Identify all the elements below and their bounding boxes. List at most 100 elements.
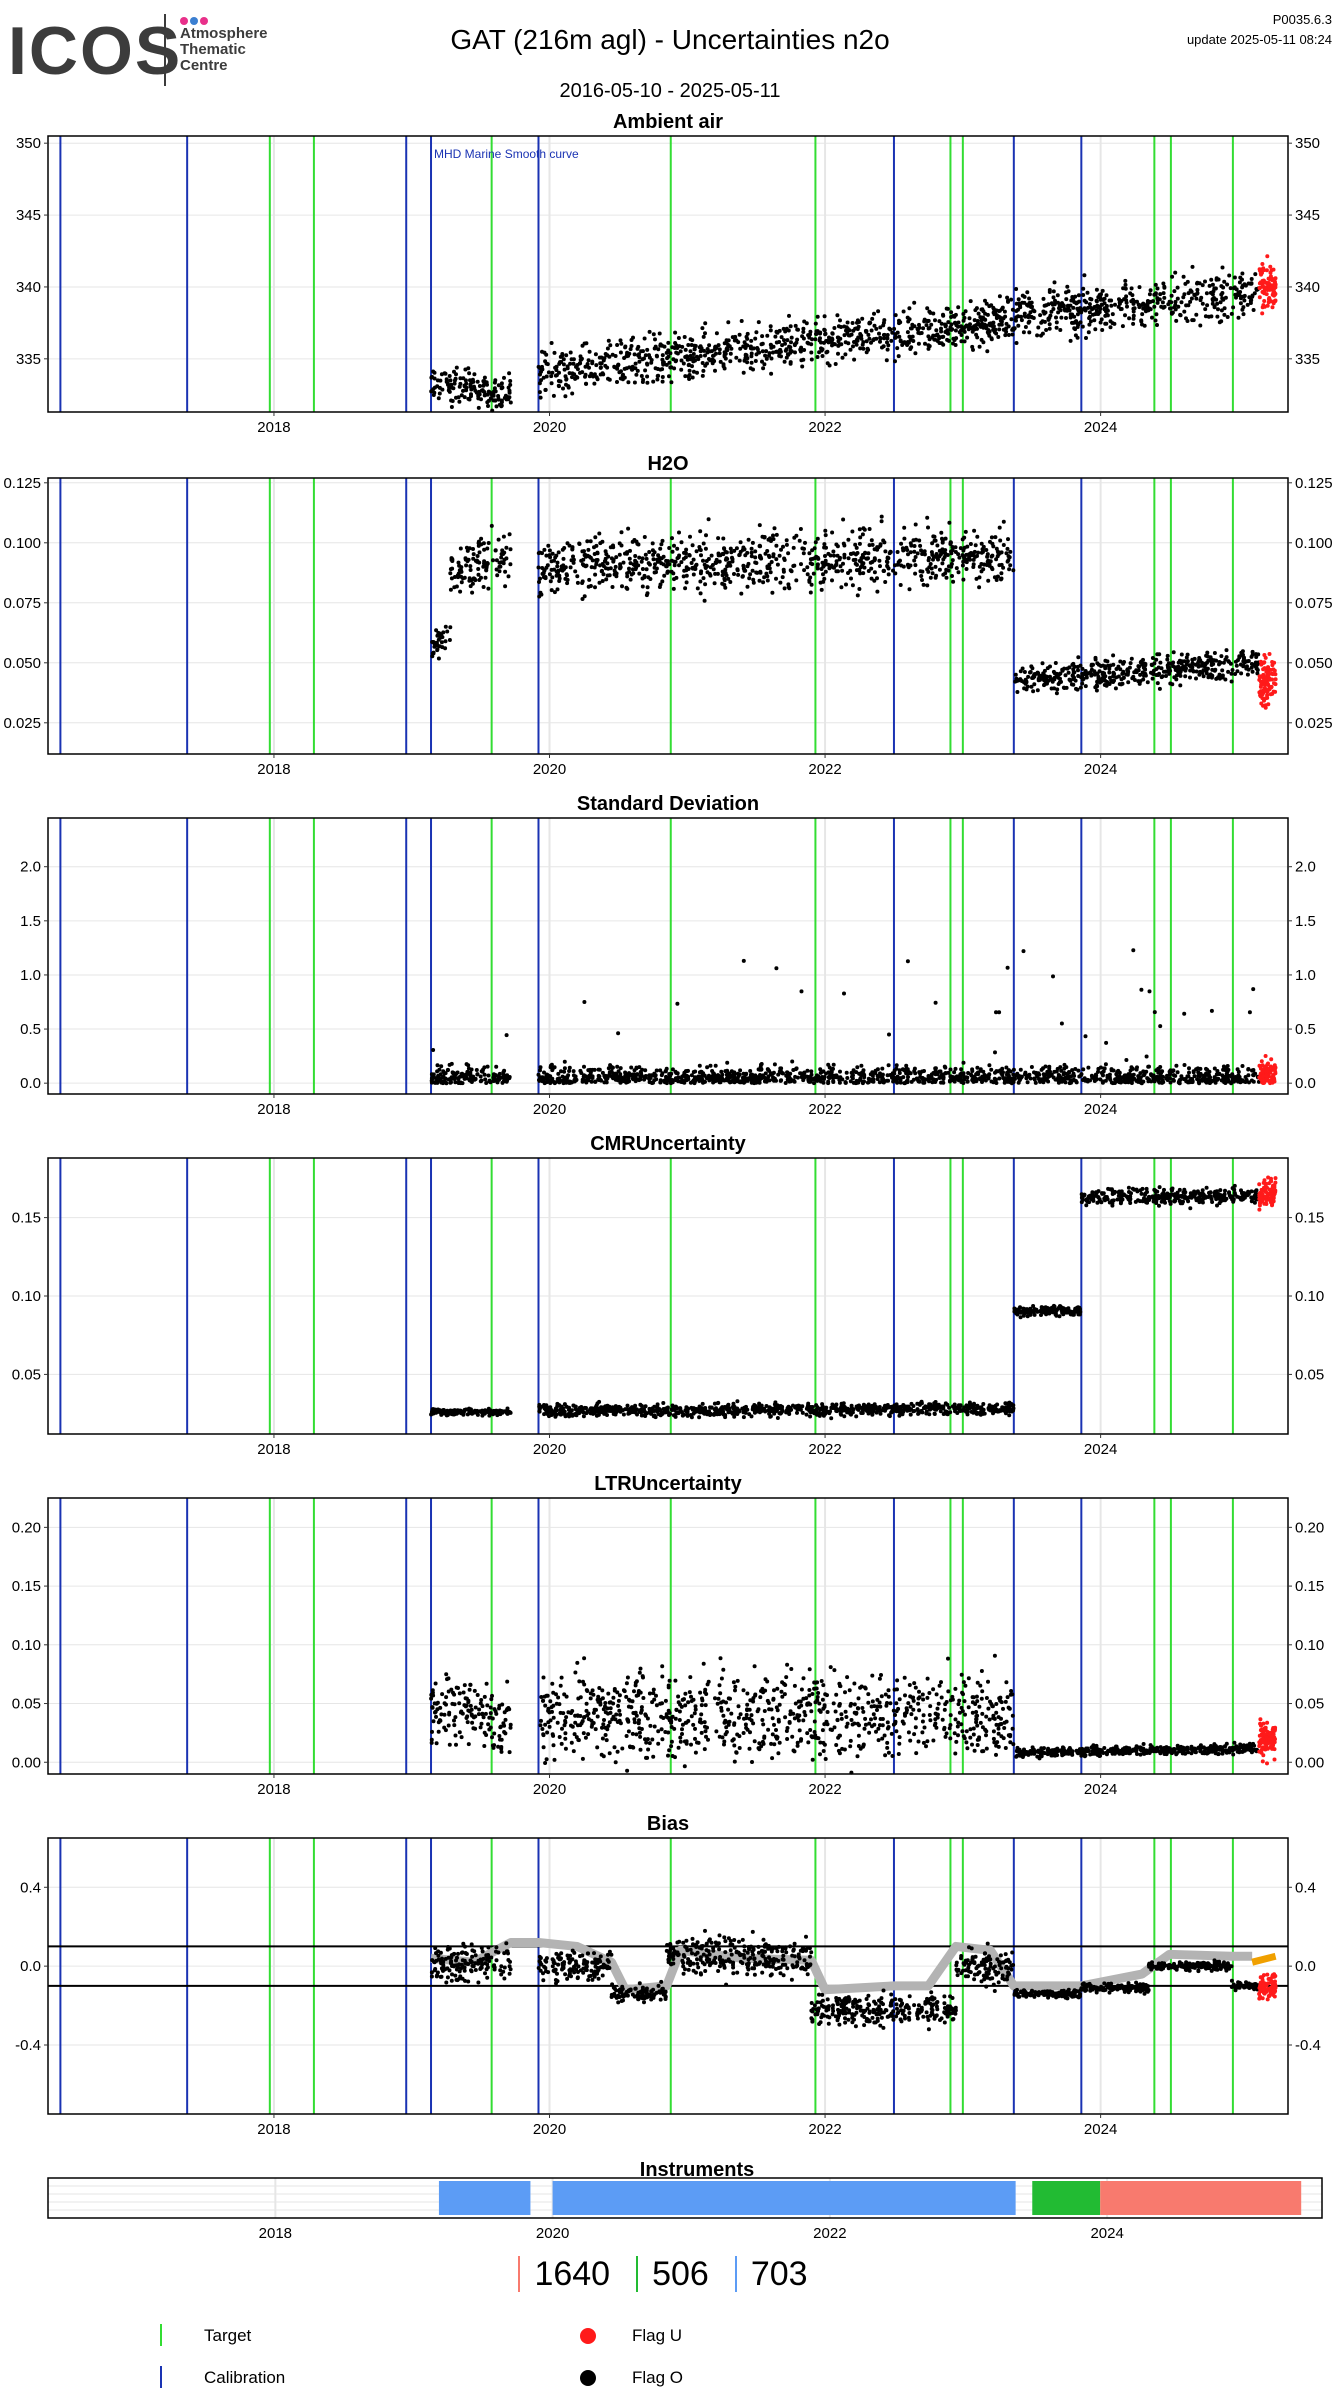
data-point (1031, 308, 1036, 313)
data-point (774, 340, 779, 345)
data-point (1111, 674, 1116, 679)
data-point (814, 329, 819, 334)
data-point (1264, 268, 1269, 273)
data-point (621, 560, 626, 565)
data-point (589, 1079, 594, 1084)
data-point (1009, 317, 1014, 322)
data-point (554, 573, 559, 578)
data-point (893, 335, 898, 340)
data-point (579, 558, 584, 563)
data-point (679, 358, 684, 363)
data-point (454, 395, 458, 400)
data-point (933, 564, 938, 569)
data-point (950, 574, 954, 578)
data-point (702, 562, 707, 567)
data-point (1064, 297, 1069, 302)
data-point (994, 331, 999, 336)
data-point (1205, 303, 1210, 308)
data-point (1183, 668, 1188, 673)
data-point (486, 541, 491, 545)
data-point (805, 565, 810, 570)
data-point (823, 558, 828, 563)
data-point (1161, 281, 1166, 286)
data-point (741, 566, 746, 571)
data-point (1173, 299, 1178, 304)
data-point (544, 1080, 549, 1085)
data-point (500, 1080, 505, 1085)
data-point (1271, 1065, 1275, 1070)
flag-o-points (1011, 948, 1261, 1086)
data-point (809, 582, 814, 587)
data-point (556, 379, 561, 383)
data-point (857, 567, 862, 572)
data-point (691, 352, 696, 356)
data-point (916, 341, 921, 346)
data-point (937, 548, 942, 553)
data-point (502, 557, 507, 562)
data-point (587, 349, 592, 354)
data-point (880, 1072, 885, 1077)
data-point (893, 359, 897, 364)
data-point (965, 1075, 970, 1080)
data-point (702, 1073, 707, 1078)
y-tick-label-left: 0.100 (3, 535, 41, 552)
data-point (1164, 674, 1168, 678)
data-point (494, 567, 499, 572)
data-point (703, 546, 708, 551)
data-point (882, 332, 887, 337)
data-point (933, 1068, 938, 1073)
data-point (1219, 292, 1224, 297)
data-point (736, 340, 741, 345)
data-point (813, 337, 818, 342)
data-point (436, 656, 441, 661)
data-point (1184, 655, 1189, 660)
data-point (721, 536, 726, 541)
data-point (757, 1077, 762, 1082)
data-point (691, 369, 696, 374)
data-point (821, 572, 825, 577)
data-point (1273, 689, 1278, 694)
data-point (1099, 302, 1104, 307)
data-point (1251, 987, 1256, 992)
data-point (907, 317, 912, 322)
data-point (567, 1065, 572, 1070)
data-point (891, 568, 895, 573)
data-point (469, 1080, 474, 1084)
data-point (920, 1069, 925, 1074)
data-point (1173, 307, 1178, 312)
data-point (1082, 273, 1087, 278)
data-point (675, 351, 680, 356)
data-point (711, 1080, 716, 1085)
data-point (556, 1071, 561, 1076)
data-point (978, 1077, 983, 1082)
logo-dot (200, 17, 208, 25)
data-point (1058, 1078, 1063, 1083)
data-point (707, 343, 712, 348)
data-point (571, 1069, 576, 1074)
data-point (938, 1069, 943, 1074)
data-point (747, 576, 752, 581)
data-point (727, 560, 732, 565)
data-point (997, 1076, 1002, 1081)
data-point (901, 309, 906, 314)
data-point (1004, 551, 1009, 556)
data-point (815, 1078, 820, 1083)
data-point (698, 354, 703, 358)
data-point (855, 1065, 860, 1070)
data-point (1052, 302, 1057, 307)
data-point (1048, 674, 1052, 679)
data-point (1059, 1021, 1064, 1026)
data-point (557, 576, 562, 581)
data-point (684, 565, 689, 570)
data-point (970, 329, 975, 334)
data-point (1131, 297, 1135, 302)
data-point (1161, 1080, 1166, 1085)
data-point (962, 559, 967, 564)
data-point (989, 554, 994, 559)
data-point (439, 1064, 444, 1069)
data-point (479, 397, 483, 402)
data-point (745, 331, 750, 336)
data-point (496, 394, 501, 398)
data-point (766, 553, 771, 558)
